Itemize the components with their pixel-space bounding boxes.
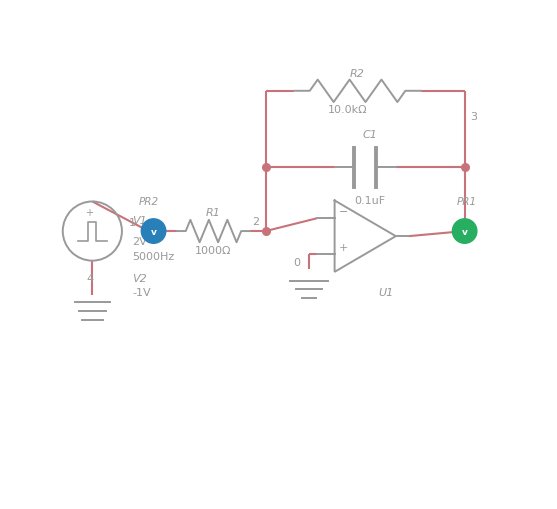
Text: +: + — [85, 207, 93, 217]
Text: −: − — [339, 207, 348, 217]
Text: 2V: 2V — [132, 237, 147, 247]
Text: V2: V2 — [132, 274, 147, 284]
Text: R1: R1 — [206, 207, 221, 217]
Text: PR1: PR1 — [457, 196, 477, 207]
Text: 2: 2 — [252, 216, 260, 227]
Text: 5000Hz: 5000Hz — [132, 252, 174, 262]
Text: 4: 4 — [86, 274, 94, 284]
Text: 1000Ω: 1000Ω — [195, 246, 232, 256]
Text: +: + — [339, 242, 348, 252]
Text: PR2: PR2 — [138, 196, 159, 207]
Text: 10.0kΩ: 10.0kΩ — [328, 104, 367, 115]
Text: v: v — [150, 227, 157, 236]
Text: R2: R2 — [350, 69, 365, 79]
Text: -1V: -1V — [132, 288, 151, 298]
Text: V1: V1 — [132, 215, 147, 225]
Text: 3: 3 — [470, 112, 477, 122]
Text: 0: 0 — [293, 257, 300, 267]
Circle shape — [452, 219, 477, 244]
Text: C1: C1 — [363, 130, 378, 140]
Text: U1: U1 — [378, 288, 393, 298]
Text: v: v — [462, 227, 467, 236]
Circle shape — [141, 219, 166, 244]
Text: 0.1uF: 0.1uF — [355, 196, 386, 206]
Text: 1: 1 — [129, 217, 136, 228]
